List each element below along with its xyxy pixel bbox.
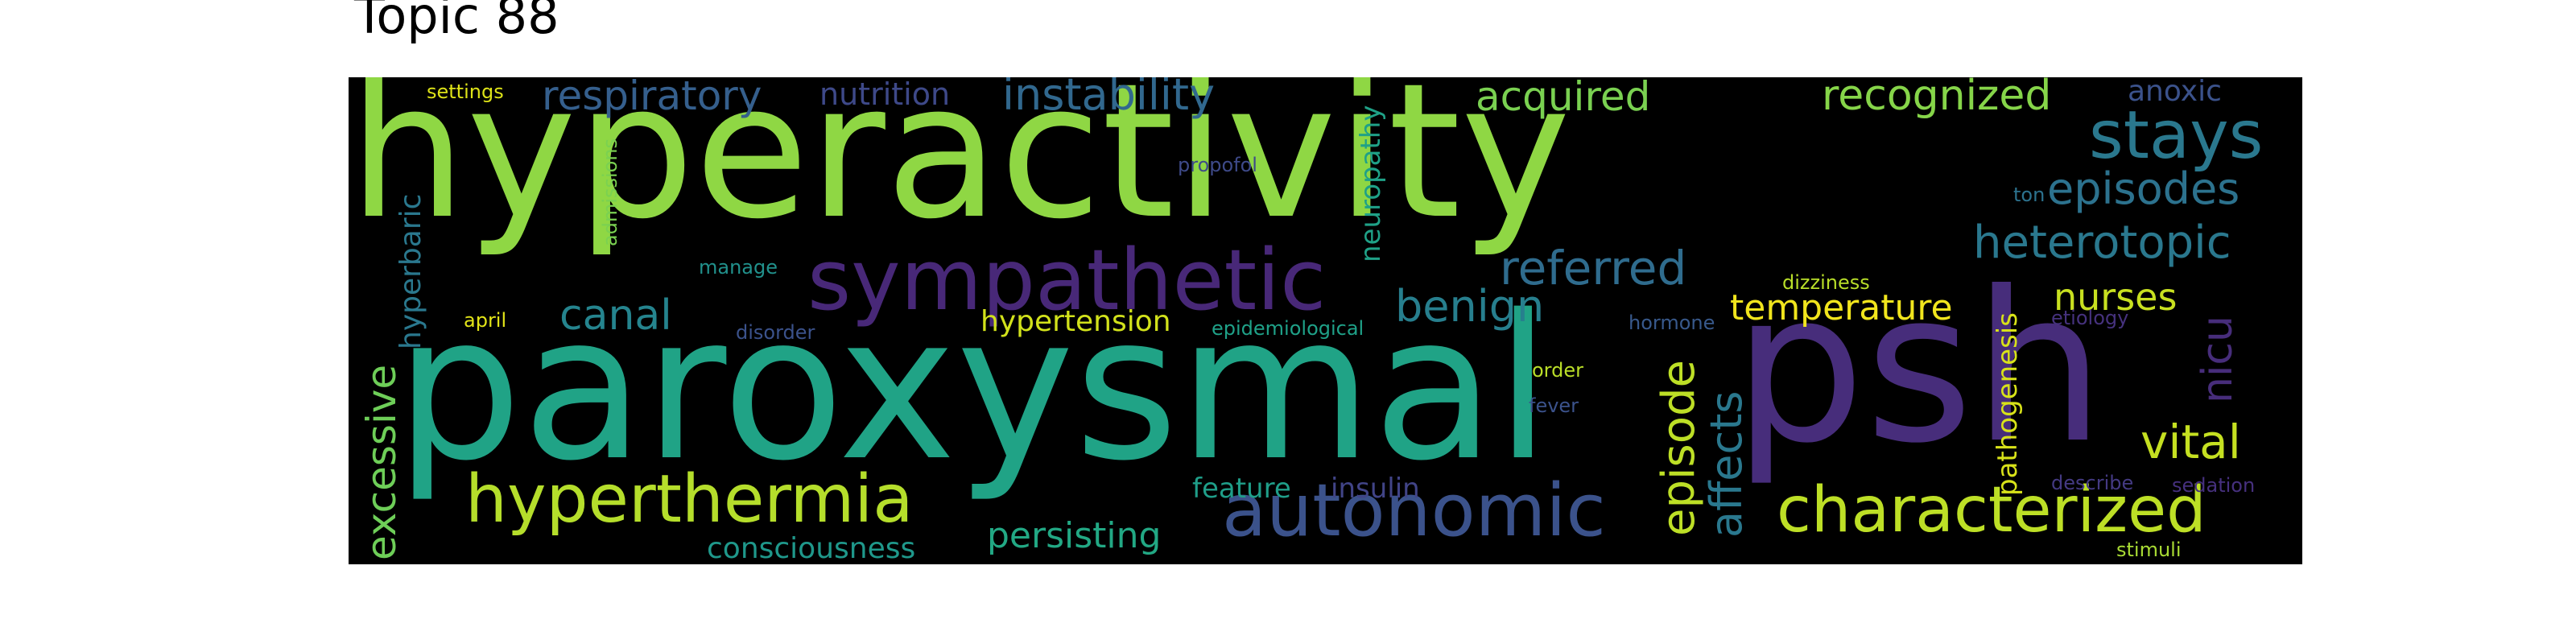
word-feature: feature — [1192, 473, 1291, 505]
word-pathogenesis: pathogenesis — [1992, 312, 2024, 496]
word-instability: instability — [1002, 77, 1216, 120]
word-nurses: nurses — [2054, 275, 2178, 319]
word-characterized: characterized — [1777, 474, 2207, 547]
word-vital: vital — [2140, 415, 2241, 469]
word-nutrition: nutrition — [819, 77, 951, 112]
word-psh: psh — [1733, 247, 2105, 489]
word-neuropathy: neuropathy — [1355, 105, 1387, 262]
word-temperature: temperature — [1730, 287, 1953, 328]
word-sedation: sedation — [2172, 474, 2256, 497]
word-acquired: acquired — [1476, 77, 1651, 120]
word-disorder: disorder — [736, 321, 815, 344]
word-settings: settings — [427, 80, 504, 103]
word-heterotopic: heterotopic — [1973, 217, 2231, 269]
word-benign: benign — [1395, 281, 1545, 332]
word-stays: stays — [2089, 97, 2264, 174]
page-title: Topic 88 — [354, 0, 559, 45]
word-describe: describe — [2051, 472, 2134, 494]
word-order: order — [1532, 359, 1583, 382]
word-sympathetic: sympathetic — [807, 231, 1327, 329]
word-admissions: admissions — [599, 138, 621, 246]
word-propofol: propofol — [1178, 154, 1257, 176]
word-dizziness: dizziness — [1782, 271, 1870, 294]
word-episodes: episodes — [2047, 163, 2240, 214]
word-autonomic: autonomic — [1222, 469, 1606, 553]
word-hyperbaric: hyperbaric — [394, 193, 427, 349]
word-hyperactivity: hyperactivity — [349, 77, 1571, 260]
word-affects: affects — [1701, 390, 1752, 538]
word-epidemiological: epidemiological — [1212, 317, 1364, 340]
word-hormone: hormone — [1629, 312, 1715, 334]
word-respiratory: respiratory — [542, 77, 762, 119]
word-paroxysmal: paroxysmal — [395, 273, 1551, 505]
word-nicu: nicu — [2194, 316, 2242, 403]
word-episode: episode — [1653, 360, 1705, 536]
word-anoxic: anoxic — [2128, 77, 2222, 108]
word-hyperthermia: hyperthermia — [465, 461, 914, 538]
word-fever: fever — [1529, 394, 1579, 417]
word-insulin: insulin — [1331, 473, 1420, 505]
word-etiology: etiology — [2051, 307, 2129, 329]
word-recognized: recognized — [1822, 77, 2052, 120]
word-canal: canal — [559, 291, 672, 340]
word-manage: manage — [699, 256, 778, 279]
word-referred: referred — [1500, 241, 1687, 295]
word-hypertension: hypertension — [980, 305, 1171, 338]
word-ton: ton — [2013, 184, 2046, 206]
word-april: april — [464, 309, 507, 332]
word-cloud: hyperactivity paroxysmal psh sympathetic… — [349, 77, 2302, 564]
word-consciousness: consciousness — [707, 532, 916, 564]
word-excessive: excessive — [358, 364, 405, 560]
word-persisting: persisting — [987, 515, 1162, 556]
word-stimuli: stimuli — [2116, 539, 2182, 561]
